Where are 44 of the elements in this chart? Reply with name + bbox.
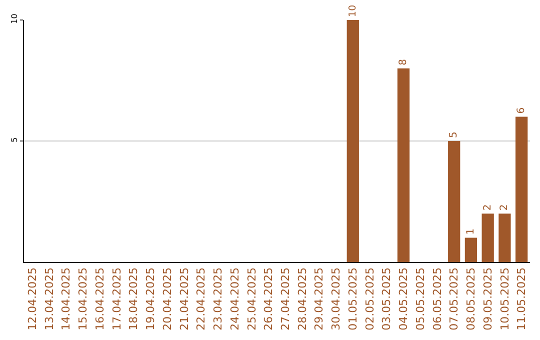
x-tick-label: 25.04.2025 bbox=[245, 267, 258, 330]
x-tick-label: 01.05.2025 bbox=[346, 267, 360, 330]
bar bbox=[346, 20, 359, 262]
data-label: 6 bbox=[516, 107, 528, 114]
x-tick-label: 06.05.2025 bbox=[430, 267, 444, 330]
x-tick-label: 11.05.2025 bbox=[515, 267, 528, 330]
bar bbox=[498, 214, 511, 262]
x-tick-label: 28.04.2025 bbox=[296, 267, 309, 330]
x-tick-label: 26.04.2025 bbox=[262, 267, 276, 330]
bar bbox=[448, 141, 460, 262]
x-tick-label: 24.04.2025 bbox=[228, 267, 242, 330]
x-tick-label: 23.04.2025 bbox=[212, 267, 225, 330]
x-tick-label: 22.04.2025 bbox=[194, 267, 208, 330]
x-tick-label: 15.04.2025 bbox=[76, 267, 90, 330]
data-label: 10 bbox=[347, 4, 358, 17]
x-tick-label: 21.04.2025 bbox=[178, 267, 191, 330]
x-tick-label: 13.04.2025 bbox=[42, 267, 56, 330]
x-tick-label: 09.05.2025 bbox=[481, 267, 494, 330]
x-tick-label: 10.05.2025 bbox=[498, 267, 512, 330]
x-tick-label: 20.04.2025 bbox=[160, 267, 174, 330]
bar bbox=[464, 238, 478, 262]
x-tick-label: 14.04.2025 bbox=[60, 267, 73, 330]
bar bbox=[482, 214, 494, 262]
data-label: 5 bbox=[448, 132, 460, 138]
x-tick-label: 19.04.2025 bbox=[144, 267, 158, 330]
x-tick-label: 17.04.2025 bbox=[110, 267, 124, 330]
x-tick-label: 30.04.2025 bbox=[330, 267, 343, 330]
x-tick-label: 07.05.2025 bbox=[448, 267, 461, 330]
x-tick-label: 16.04.2025 bbox=[93, 267, 106, 330]
x-tick-label: 12.04.2025 bbox=[26, 267, 40, 330]
bar bbox=[397, 68, 410, 262]
x-tick-label: 18.04.2025 bbox=[127, 267, 140, 330]
x-tick-label: 27.04.2025 bbox=[279, 267, 292, 330]
data-label: 1 bbox=[465, 228, 476, 235]
data-label: 8 bbox=[398, 59, 409, 66]
x-tick-label: 02.05.2025 bbox=[363, 267, 376, 330]
x-tick-label: 29.04.2025 bbox=[312, 267, 326, 330]
x-tick-label: 03.05.2025 bbox=[380, 267, 394, 330]
bar bbox=[515, 116, 528, 262]
x-tick-label: 08.05.2025 bbox=[464, 267, 478, 330]
data-label: 2 bbox=[482, 204, 494, 211]
x-tick-label: 05.05.2025 bbox=[414, 267, 427, 330]
x-tick-label: 04.05.2025 bbox=[397, 267, 410, 330]
data-label: 2 bbox=[499, 204, 510, 211]
